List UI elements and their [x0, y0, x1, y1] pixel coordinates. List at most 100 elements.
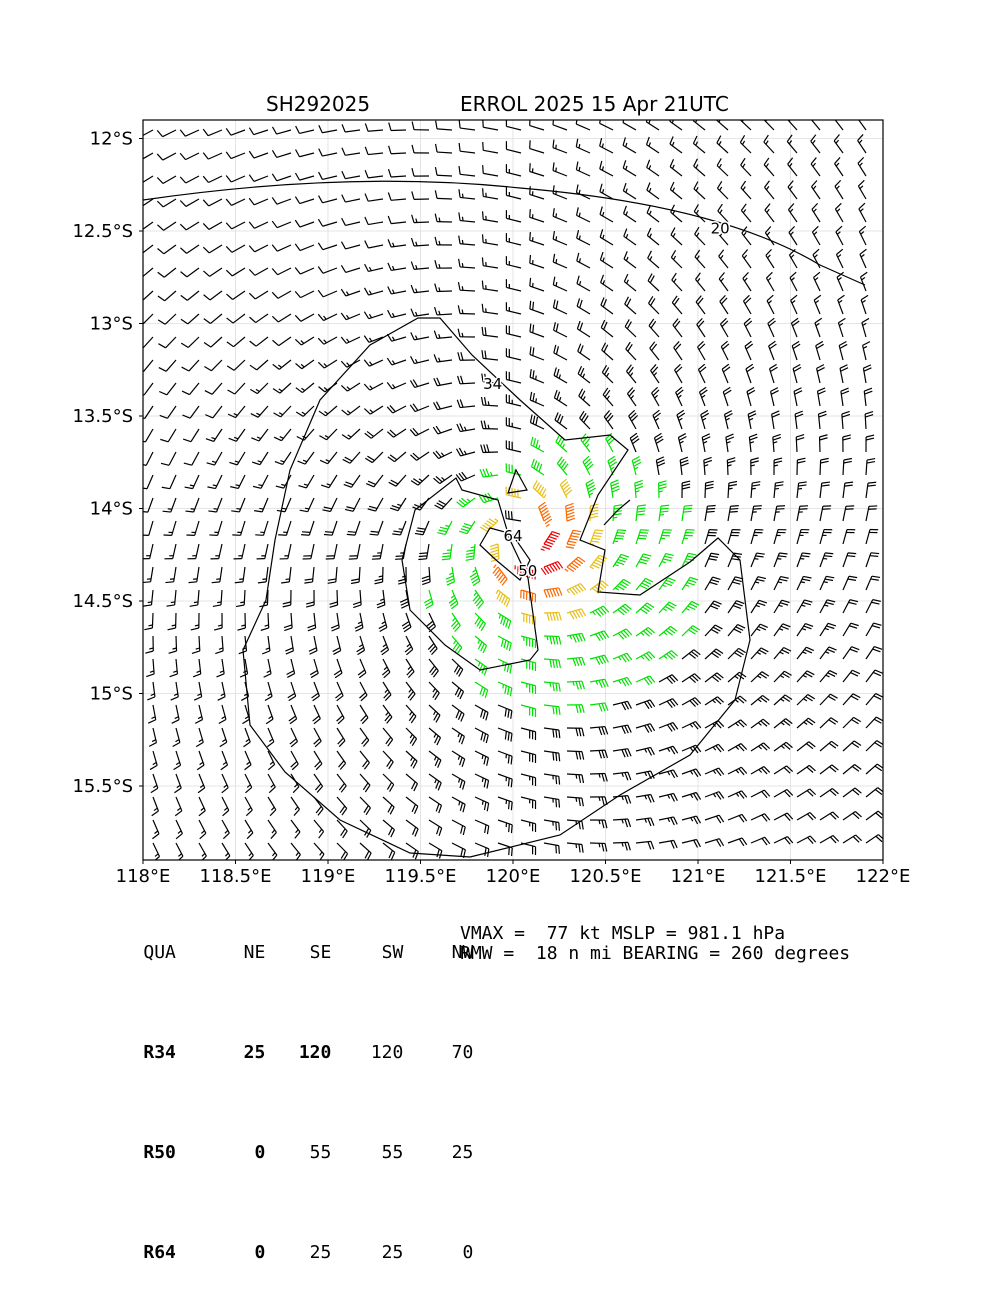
wind-barb: [576, 184, 590, 199]
wind-barb: [411, 332, 429, 339]
wind-barb: [608, 456, 617, 475]
wind-barb: [483, 188, 498, 199]
wind-barb: [671, 205, 682, 222]
x-tick-label: 121.5°E: [755, 866, 827, 887]
wind-barb: [230, 475, 245, 488]
wind-barb: [544, 636, 561, 645]
wind-barb: [554, 368, 567, 383]
wind-barb: [768, 318, 776, 337]
wind-barb: [670, 182, 682, 199]
wind-barb: [818, 411, 826, 429]
wind-barb: [157, 199, 176, 207]
wind-barb: [815, 318, 822, 337]
wind-barb: [857, 112, 866, 130]
wind-barb: [288, 682, 296, 701]
wind-barb: [705, 481, 714, 498]
wind-barb: [797, 812, 816, 820]
wind-barb: [728, 791, 747, 799]
wind-barb: [751, 790, 770, 798]
wind-barb: [135, 291, 153, 301]
wind-barb: [673, 319, 682, 337]
wind-barb: [295, 337, 314, 345]
wind-barb: [728, 672, 746, 682]
wind-barb: [372, 544, 383, 559]
wind-barb: [157, 176, 176, 183]
wind-barb: [578, 344, 590, 360]
wind-barb: [222, 774, 228, 793]
wind-barb: [577, 253, 590, 268]
wind-barb: [212, 567, 222, 583]
wind-barb: [602, 365, 613, 383]
wind-barb: [567, 774, 583, 783]
wind-barb: [649, 296, 659, 314]
wind-barb: [153, 843, 160, 862]
wind-barb: [567, 751, 584, 760]
wind-barb: [843, 623, 859, 636]
wind-barb: [590, 774, 607, 782]
wind-barb: [198, 774, 205, 793]
wind-barb: [774, 553, 788, 567]
wind-barb: [624, 206, 636, 222]
wind-barb: [843, 764, 861, 774]
wind-barb: [204, 360, 222, 371]
wind-barb: [835, 180, 843, 199]
wind-barb: [835, 203, 843, 222]
wind-barb: [613, 677, 632, 686]
wind-barb: [482, 304, 498, 314]
wind-barb: [459, 521, 475, 534]
wind-barb: [434, 378, 452, 386]
wind-barb: [203, 153, 222, 159]
wind-barb: [553, 254, 567, 268]
wind-barb: [442, 544, 452, 560]
wind-barb: [554, 390, 567, 406]
wind-barb: [353, 590, 361, 608]
wind-barb: [603, 388, 613, 406]
wind-barb: [705, 673, 723, 682]
wind-barb: [411, 475, 429, 485]
wind-barb: [180, 153, 199, 160]
wind-barb: [659, 578, 675, 590]
wind-barb: [682, 530, 695, 544]
wind-barb: [296, 383, 314, 393]
wind-barb: [636, 530, 649, 544]
wind-barb: [740, 135, 751, 153]
wind-barb: [366, 475, 383, 487]
wind-barb: [719, 273, 728, 291]
wind-barb: [406, 751, 417, 768]
wind-barb: [721, 341, 729, 360]
wind-barb: [811, 180, 820, 199]
wind-barb: [682, 650, 700, 659]
wind-barb: [388, 216, 406, 224]
wind-barb: [774, 813, 793, 821]
wind-barb: [812, 226, 820, 245]
wind-barb: [751, 458, 759, 475]
wind-barb: [429, 659, 438, 677]
wind-barb: [345, 498, 360, 511]
wind-barb: [613, 796, 631, 804]
wind-barb: [191, 613, 199, 630]
wind-barb: [360, 820, 371, 838]
wind-barb: [134, 176, 153, 184]
wind-barb: [291, 751, 298, 770]
wind-barb: [751, 506, 762, 521]
wind-barb: [724, 411, 732, 429]
wind-barb: [457, 498, 475, 507]
wind-barb: [766, 272, 774, 291]
wind-barb: [193, 659, 201, 677]
wind-barb: [360, 728, 369, 746]
r64-sw: 25: [331, 1243, 403, 1263]
wind-barb: [728, 767, 747, 775]
wind-barb: [406, 797, 418, 814]
wind-barb: [774, 530, 786, 544]
r34-ne: 25: [215, 1043, 265, 1063]
wind-barb: [820, 647, 837, 659]
wind-barb: [858, 157, 866, 176]
wind-barb: [626, 342, 636, 360]
wind-barb: [613, 554, 629, 567]
wind-barb: [180, 199, 199, 206]
wind-barb: [577, 276, 590, 291]
wind-barb: [647, 183, 659, 199]
wind-barb: [613, 701, 631, 710]
wind-barb: [530, 163, 544, 176]
wind-barb: [866, 600, 881, 613]
